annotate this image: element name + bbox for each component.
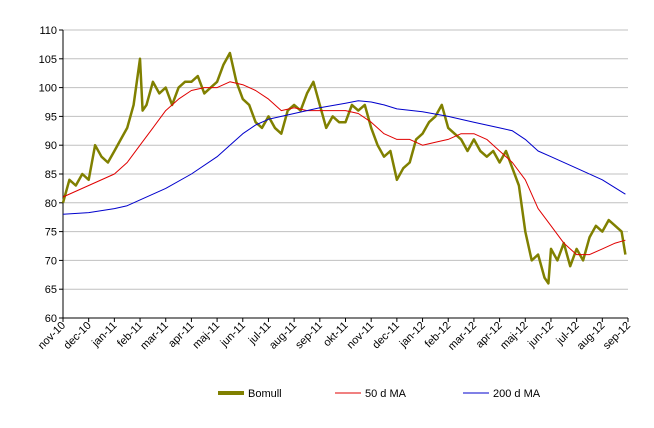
series-line bbox=[62, 100, 626, 215]
x-tick-label: dec-10 bbox=[62, 320, 94, 352]
x-tick-label: nov-11 bbox=[345, 320, 377, 352]
y-tick-label: 105 bbox=[39, 54, 57, 66]
x-tick-label: jun-11 bbox=[218, 320, 248, 350]
y-tick-label: 95 bbox=[45, 111, 57, 123]
series-line bbox=[62, 81, 626, 256]
x-tick-label: aug-12 bbox=[575, 320, 608, 353]
y-tick-label: 100 bbox=[39, 83, 57, 95]
y-tick-label: 110 bbox=[39, 25, 57, 37]
x-tick-label: sep-12 bbox=[601, 320, 633, 352]
x-tick-label: maj-11 bbox=[191, 320, 223, 352]
y-tick-label: 90 bbox=[45, 140, 57, 152]
y-tick-label: 85 bbox=[45, 169, 57, 181]
y-tick-label: 65 bbox=[45, 284, 57, 296]
x-tick-label: jan-12 bbox=[397, 320, 428, 351]
x-tick-label: dec-11 bbox=[370, 320, 402, 352]
x-tick-label: jun-12 bbox=[525, 320, 556, 351]
x-tick-label: mar-12 bbox=[446, 320, 479, 353]
legend-label: 50 d MA bbox=[365, 388, 407, 400]
x-tick-label: aug-11 bbox=[267, 320, 299, 352]
y-tick-label: 75 bbox=[45, 227, 57, 239]
series-line bbox=[61, 51, 627, 285]
x-tick-label: jan-11 bbox=[89, 320, 119, 350]
x-tick-label: mar-11 bbox=[138, 320, 171, 353]
y-tick-label: 70 bbox=[45, 255, 57, 267]
legend-label: 200 d MA bbox=[493, 388, 541, 400]
y-tick-label: 60 bbox=[45, 313, 57, 325]
y-tick-label: 80 bbox=[45, 198, 57, 210]
x-tick-label: sep-11 bbox=[293, 320, 325, 352]
legend-label: Bomull bbox=[248, 388, 282, 400]
x-tick-label: maj-12 bbox=[498, 320, 530, 352]
